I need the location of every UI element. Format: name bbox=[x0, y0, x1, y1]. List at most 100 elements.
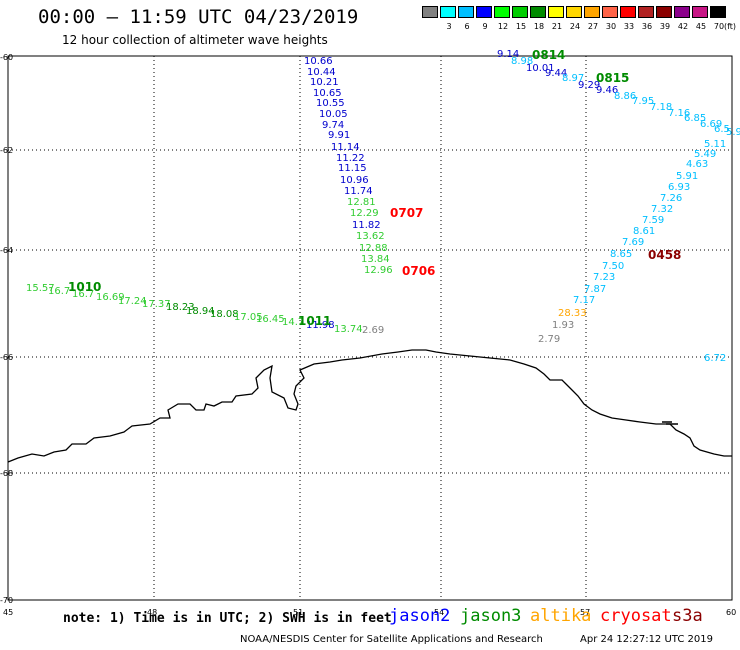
swh-label: 28.33 bbox=[558, 308, 587, 319]
lon-label-54: 54 bbox=[434, 608, 444, 617]
swh-label: 7.69 bbox=[622, 237, 644, 248]
legend-tick-label: 9 bbox=[482, 22, 488, 31]
swh-label: 5.91 bbox=[676, 171, 698, 182]
swh-label: 16.69 bbox=[96, 292, 125, 303]
legend-swatch bbox=[566, 6, 582, 18]
legend-swatch bbox=[476, 6, 492, 18]
swh-label: 6.72 bbox=[704, 353, 726, 364]
lat-label-64: -64 bbox=[0, 246, 13, 255]
swh-label: 16.45 bbox=[256, 314, 285, 325]
coast-islet bbox=[662, 421, 678, 425]
swh-label: 7.87 bbox=[584, 284, 606, 295]
lon-label-57: 57 bbox=[580, 608, 590, 617]
legend-swatch bbox=[674, 6, 690, 18]
mission-label-altika: altika bbox=[530, 606, 592, 626]
legend-swatch bbox=[422, 6, 438, 18]
legend-swatch bbox=[710, 6, 726, 18]
swh-label: 6.69 bbox=[700, 119, 722, 130]
swh-label: 8.61 bbox=[633, 226, 655, 237]
lat-axis-labels: -60 -62 -64 -66 -68 -70 bbox=[0, 53, 13, 605]
legend-swatch bbox=[584, 6, 600, 18]
swh-label: 12.88 bbox=[359, 243, 388, 254]
swh-label: 5.49 bbox=[694, 149, 716, 160]
legend-tick-label: 33 bbox=[623, 22, 635, 31]
legend-tick-label: 36 bbox=[641, 22, 653, 31]
map-title: 00:00 – 11:59 UTC 04/23/2019 bbox=[38, 6, 359, 28]
lat-label-68: -68 bbox=[0, 469, 13, 478]
legend-tick-label: 24 bbox=[569, 22, 581, 31]
swh-label: 2.69 bbox=[362, 325, 384, 336]
swh-label: 6.85 bbox=[684, 113, 706, 124]
swh-label: 4.63 bbox=[686, 159, 708, 170]
swh-label: 1.93 bbox=[552, 320, 574, 331]
pass-time-label: 1011 bbox=[298, 314, 331, 328]
graticule bbox=[8, 56, 732, 600]
lon-label-45: 45 bbox=[3, 608, 13, 617]
swh-label: 8.65 bbox=[610, 249, 632, 260]
swh-label: 7.26 bbox=[660, 193, 682, 204]
lon-label-51: 51 bbox=[293, 608, 303, 617]
legend-swatch bbox=[620, 6, 636, 18]
legend-tick-label: 15 bbox=[515, 22, 527, 31]
swh-label: 10.01 bbox=[526, 63, 555, 74]
swh-label: 10.65 bbox=[313, 88, 342, 99]
lat-label-60: -60 bbox=[0, 53, 13, 62]
swh-label: 7.23 bbox=[593, 272, 615, 283]
swh-label: 10.44 bbox=[307, 67, 336, 78]
footer-note: note: 1) Time is in UTC; 2) SWH is in fe… bbox=[63, 611, 392, 626]
mission-label-jason3: jason3 bbox=[460, 606, 522, 626]
legend-tick-label: 27 bbox=[587, 22, 599, 31]
swh-label: 10.21 bbox=[310, 77, 339, 88]
swh-label: 11.22 bbox=[336, 153, 365, 164]
pass-times: 0814 0815 0707 0706 1010 1011 0458 bbox=[68, 48, 681, 328]
legend-swatch bbox=[530, 6, 546, 18]
swh-label: 2.79 bbox=[538, 334, 560, 345]
swh-label: 9.29 bbox=[578, 80, 600, 91]
pass-time-label: 0814 bbox=[532, 48, 565, 62]
swh-label: 13.62 bbox=[356, 231, 385, 242]
swh-label: 13.84 bbox=[361, 254, 390, 265]
swh-label: 6.93 bbox=[668, 182, 690, 193]
legend-tick-label: 70 bbox=[713, 22, 725, 31]
legend-swatch bbox=[656, 6, 672, 18]
pass-time-label: 1010 bbox=[68, 280, 101, 294]
legend-swatch bbox=[494, 6, 510, 18]
swh-label: 8.98 bbox=[511, 56, 533, 67]
legend-tick-label: 30 bbox=[605, 22, 617, 31]
mission-label-cryosat: cryosat bbox=[600, 606, 672, 626]
swh-label: 18.94 bbox=[186, 306, 215, 317]
mission-label-jason2: jason2 bbox=[389, 606, 451, 626]
swh-label: 10.55 bbox=[316, 98, 345, 109]
swh-label: 7.50 bbox=[602, 261, 624, 272]
swh-label: 12.96 bbox=[364, 265, 393, 276]
pass-time-label: 0458 bbox=[648, 248, 681, 262]
pass-time-label: 0707 bbox=[390, 206, 423, 220]
footer-timestamp: Apr 24 12:27:12 UTC 2019 bbox=[580, 634, 713, 645]
swh-label: 7.16 bbox=[668, 108, 690, 119]
swh-label: 18.23 bbox=[166, 302, 195, 313]
swh-label: 17.37 bbox=[142, 299, 171, 310]
legend-swatch bbox=[548, 6, 564, 18]
footer-credit: NOAA/NESDIS Center for Satellite Applica… bbox=[240, 634, 543, 645]
swh-label: 9.46 bbox=[596, 85, 618, 96]
swh-label: 7.59 bbox=[642, 215, 664, 226]
swh-label: 15.57 bbox=[26, 283, 55, 294]
lon-label-60: 60 bbox=[726, 608, 736, 617]
legend-swatch bbox=[512, 6, 528, 18]
altimeter-tracks: 10.6610.4410.2110.6510.5510.059.749.9111… bbox=[26, 49, 740, 364]
swh-label: 11.82 bbox=[352, 220, 381, 231]
swh-label: 9.44 bbox=[545, 68, 567, 79]
pass-time-label: 0706 bbox=[402, 264, 435, 278]
swh-label: 7.32 bbox=[651, 204, 673, 215]
legend-tick-label: 21 bbox=[551, 22, 563, 31]
lat-label-66: -66 bbox=[0, 353, 13, 362]
map-frame bbox=[7, 55, 733, 601]
swh-label: 12.81 bbox=[347, 197, 376, 208]
legend-swatch bbox=[458, 6, 474, 18]
swh-label: 10.05 bbox=[319, 109, 348, 120]
legend-swatch bbox=[638, 6, 654, 18]
legend-tick-label: 18 bbox=[533, 22, 545, 31]
swh-label: 16.7 bbox=[72, 289, 94, 300]
swh-label: 10.66 bbox=[304, 56, 333, 67]
swh-label: 7.18 bbox=[650, 102, 672, 113]
